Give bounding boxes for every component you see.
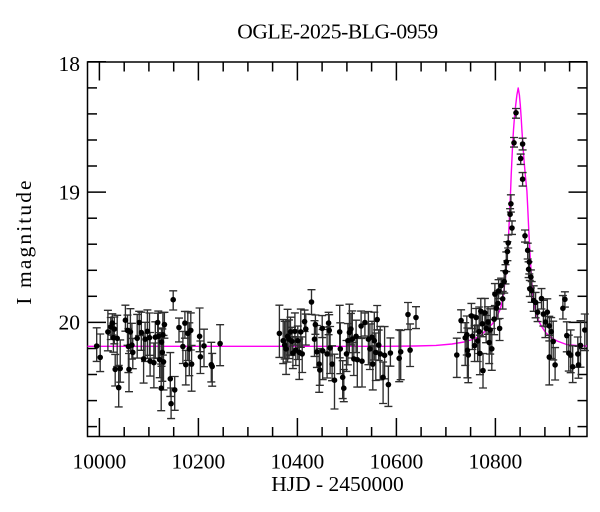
svg-text:10000: 10000 (73, 450, 127, 474)
svg-text:10200: 10200 (172, 450, 226, 474)
svg-text:20: 20 (59, 311, 81, 335)
svg-text:19: 19 (59, 180, 81, 204)
svg-text:10800: 10800 (469, 450, 523, 474)
svg-text:18: 18 (59, 52, 81, 76)
svg-text:I magnitude: I magnitude (12, 178, 36, 304)
svg-text:10400: 10400 (271, 450, 325, 474)
svg-text:HJD - 2450000: HJD - 2450000 (271, 472, 404, 496)
svg-text:10600: 10600 (370, 450, 424, 474)
svg-text:OGLE-2025-BLG-0959: OGLE-2025-BLG-0959 (237, 20, 438, 44)
